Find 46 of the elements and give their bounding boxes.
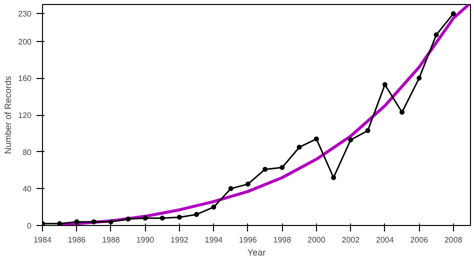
y-tick-label: 120 [18,111,32,120]
x-tick-label: 1988 [102,236,120,244]
point [176,214,182,220]
point [382,82,388,88]
x-tick-label: 1990 [136,236,155,244]
point [142,216,148,221]
x-tick-label: 1984 [34,236,52,244]
x-tick-label: 1994 [204,236,224,244]
y-axis-title: Number of Records [3,75,14,154]
x-tick-label: 2002 [342,236,360,244]
point [348,137,354,142]
point [331,175,336,180]
x-tick-label: 1986 [68,236,86,244]
x-tick-label: 2004 [376,236,394,244]
point [434,32,439,38]
x-tick-label: 2008 [444,236,463,244]
y-tick-label: 230 [18,10,32,19]
point [296,144,302,150]
y-tick-label: 200 [18,37,32,46]
point [400,110,405,115]
point [365,128,370,134]
point [126,216,131,222]
point [228,186,234,192]
x-tick-label: 2000 [308,236,326,244]
y-tick-label: 40 [22,184,32,194]
point [280,164,285,170]
point [74,219,80,224]
point [57,221,62,226]
point [160,216,165,221]
point [91,219,96,224]
point [245,182,250,187]
y-tick-label: 160 [18,74,32,84]
x-tick-label: 1992 [170,236,189,244]
x-tick-label: 1996 [239,236,258,244]
point [194,212,200,217]
x-axis-title: Year [247,248,266,258]
x-tick-label: 2006 [410,236,429,244]
point [416,76,422,81]
y-tick-label: 80 [22,148,32,157]
point [211,204,216,210]
point [314,136,319,142]
x-tick-label: 1998 [273,236,292,244]
point [108,219,114,224]
y-tick-label: 0 [27,222,32,230]
point [262,166,268,172]
point [450,11,456,16]
